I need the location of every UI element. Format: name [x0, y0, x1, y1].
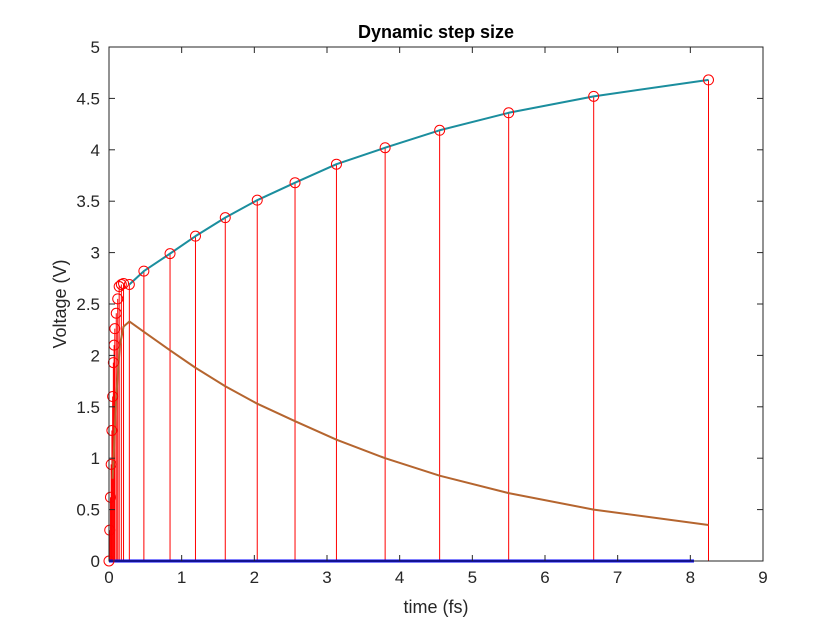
stem-marker [289, 177, 301, 189]
stem-marker [109, 323, 121, 335]
x-tick-label: 7 [613, 568, 622, 587]
stem-marker [588, 90, 600, 102]
stem-marker [189, 230, 201, 242]
x-tick-label: 9 [758, 568, 767, 587]
x-tick-label: 2 [250, 568, 259, 587]
stem-marker [138, 265, 150, 277]
y-tick-label: 5 [91, 38, 100, 57]
stem-marker [112, 293, 124, 305]
series-line-1 [128, 78, 709, 286]
y-tick-label: 0.5 [76, 501, 100, 520]
stem-marker [110, 307, 122, 319]
y-tick-label: 4.5 [76, 89, 100, 108]
stem-marker [104, 491, 116, 503]
x-tick-label: 1 [177, 568, 186, 587]
stem-marker [104, 524, 116, 536]
stem-marker [107, 391, 119, 403]
ticks-layer: 0 1 2 3 4 5 6 7 8 9 0 0.5 1 1.5 2 2.5 3 3.5 4 4.5 5 [76, 38, 767, 587]
chart-title: Dynamic step size [358, 22, 514, 42]
stem-marker [503, 107, 515, 119]
y-tick-label: 0 [91, 552, 100, 571]
x-axis-label: time (fs) [404, 597, 469, 617]
y-tick-label: 3.5 [76, 192, 100, 211]
stem-marker [434, 124, 446, 136]
y-tick-label: 2 [91, 346, 100, 365]
stem-marker [107, 357, 119, 369]
stem-marker [164, 248, 176, 260]
x-tick-label: 6 [540, 568, 549, 587]
stem-marker [251, 194, 263, 206]
y-tick-label: 3 [91, 244, 100, 263]
plot-area [109, 47, 763, 561]
x-tick-label: 4 [395, 568, 404, 587]
x-tick-label: 8 [686, 568, 695, 587]
y-tick-label: 4 [91, 141, 100, 160]
x-tick-label: 5 [468, 568, 477, 587]
stem-marker [703, 74, 714, 86]
stem-marker [105, 458, 117, 470]
y-tick-label: 1 [91, 449, 100, 468]
stem-marker [123, 278, 135, 290]
x-tick-label: 0 [104, 568, 113, 587]
stem-marker [106, 424, 118, 436]
stem-marker [118, 277, 130, 289]
y-axis-label: Voltage (V) [50, 259, 70, 348]
stem-marker [219, 212, 231, 224]
y-tick-label: 2.5 [76, 295, 100, 314]
series-line-2 [111, 320, 709, 527]
data-layer [103, 74, 714, 567]
stem-marker [379, 142, 391, 154]
x-tick-label: 3 [322, 568, 331, 587]
stem-marker [330, 158, 342, 170]
y-tick-label: 1.5 [76, 398, 100, 417]
